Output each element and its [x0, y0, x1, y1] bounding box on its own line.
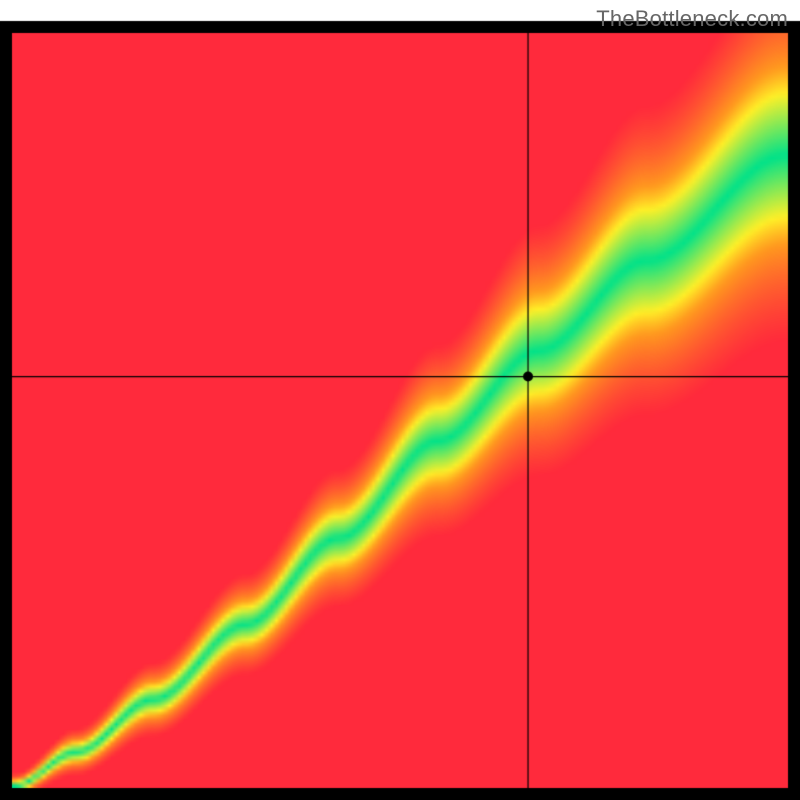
bottleneck-heatmap: [0, 0, 800, 800]
watermark-text: TheBottleneck.com: [596, 6, 788, 32]
